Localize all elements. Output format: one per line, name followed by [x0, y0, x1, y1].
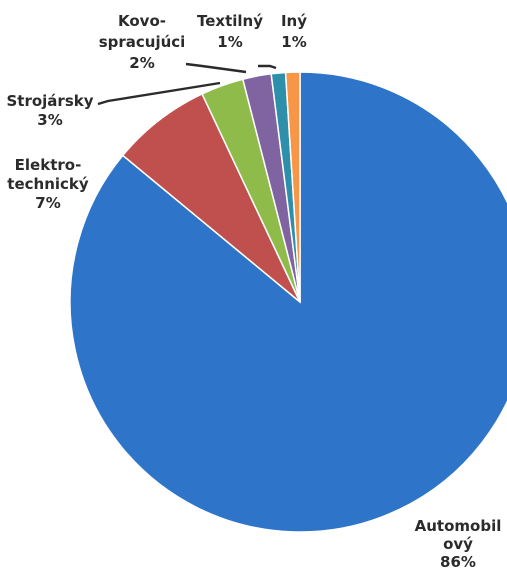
- slice-label-1: Automobil ový 86%: [415, 517, 502, 571]
- leader-line-5: [258, 64, 277, 70]
- slice-label-6: Iný 1%: [281, 12, 307, 51]
- leader-line-3: [97, 81, 221, 106]
- pie-slice-1: [69, 71, 507, 533]
- pie-slice-2: [121, 92, 301, 303]
- slice-label-2: Elektro-technický 7%: [7, 156, 89, 212]
- pie-slice-6: [284, 71, 301, 303]
- leader-line-4: [185, 62, 247, 74]
- slice-label-5: Textilný 1%: [197, 12, 263, 51]
- slice-label-4: Kovo-spracujúci 2%: [99, 12, 186, 72]
- slice-label-3: Strojársky 3%: [6, 92, 93, 129]
